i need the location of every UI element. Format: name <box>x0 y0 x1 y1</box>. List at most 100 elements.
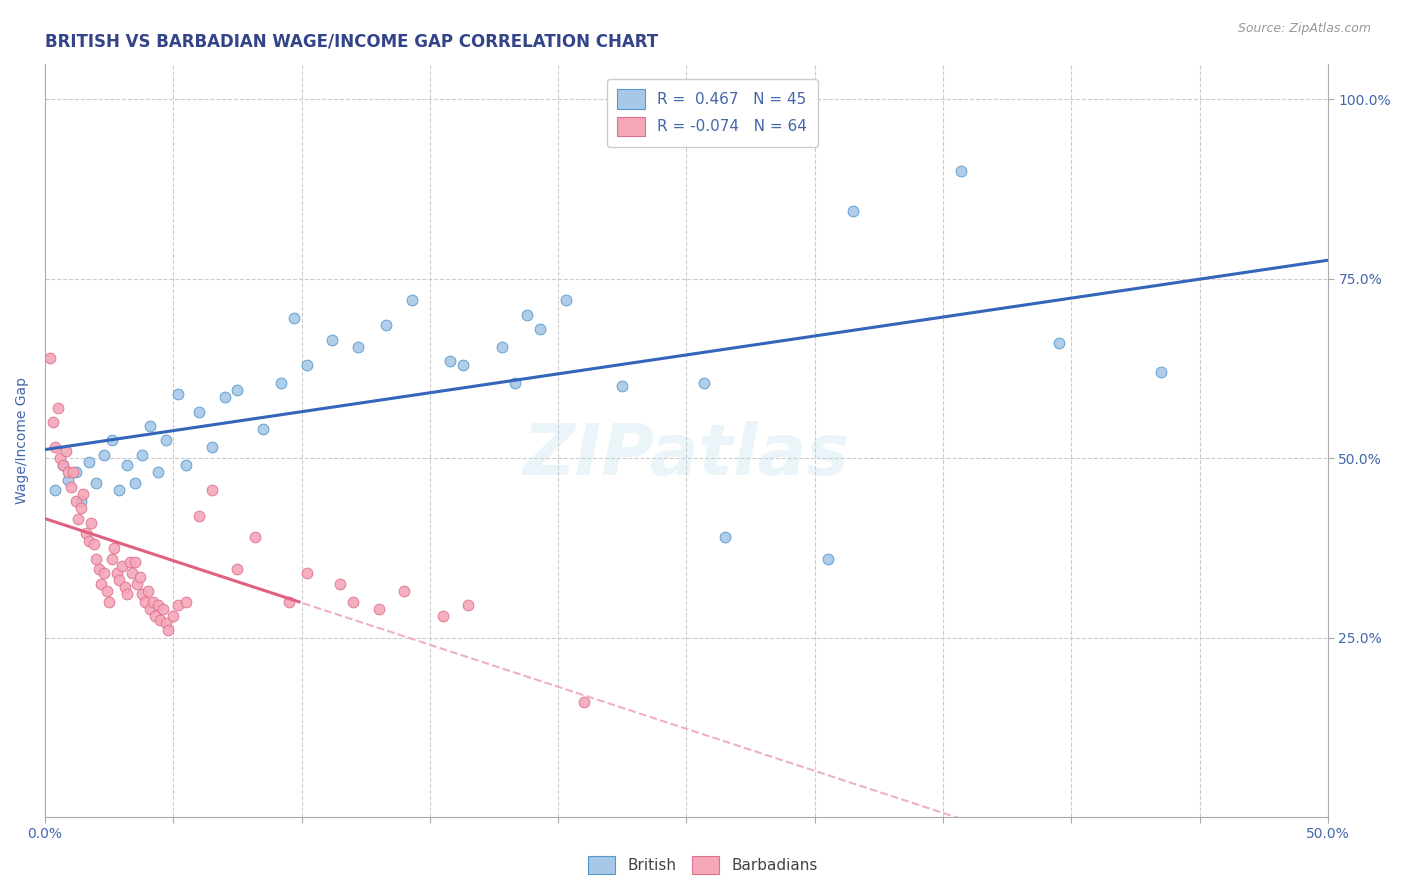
Point <box>432 609 454 624</box>
Point <box>103 541 125 555</box>
Point <box>56 473 79 487</box>
Point <box>226 562 249 576</box>
Point <box>62 466 84 480</box>
Point <box>93 448 115 462</box>
Point <box>65 494 87 508</box>
Point <box>149 613 172 627</box>
Point <box>55 444 77 458</box>
Point <box>295 566 318 580</box>
Point <box>124 476 146 491</box>
Point <box>329 576 352 591</box>
Point <box>347 340 370 354</box>
Point <box>950 164 973 178</box>
Point <box>80 516 103 530</box>
Legend: R =  0.467   N = 45, R = -0.074   N = 64: R = 0.467 N = 45, R = -0.074 N = 64 <box>606 78 818 147</box>
Point <box>277 594 299 608</box>
Point <box>283 311 305 326</box>
Y-axis label: Wage/Income Gap: Wage/Income Gap <box>15 376 30 504</box>
Point <box>451 358 474 372</box>
Point <box>121 566 143 580</box>
Point <box>49 451 72 466</box>
Point <box>59 480 82 494</box>
Point <box>503 376 526 390</box>
Point <box>162 609 184 624</box>
Point <box>167 386 190 401</box>
Point <box>67 512 90 526</box>
Point <box>226 383 249 397</box>
Point <box>115 458 138 473</box>
Point <box>1150 365 1173 379</box>
Point <box>84 476 107 491</box>
Point <box>401 293 423 308</box>
Point <box>842 203 865 218</box>
Point <box>457 599 479 613</box>
Point <box>439 354 461 368</box>
Point <box>693 376 716 390</box>
Point <box>65 466 87 480</box>
Point <box>39 351 62 365</box>
Point <box>129 569 152 583</box>
Point <box>375 318 398 333</box>
Point <box>612 379 634 393</box>
Point <box>41 415 63 429</box>
Point <box>105 566 128 580</box>
Point <box>93 566 115 580</box>
Point <box>44 483 66 498</box>
Text: Source: ZipAtlas.com: Source: ZipAtlas.com <box>1237 22 1371 36</box>
Point <box>245 530 267 544</box>
Point <box>136 583 159 598</box>
Point <box>52 458 75 473</box>
Point <box>252 422 274 436</box>
Point <box>134 594 156 608</box>
Point <box>146 466 169 480</box>
Point <box>83 537 105 551</box>
Point <box>96 583 118 598</box>
Point <box>187 404 209 418</box>
Point <box>143 609 166 624</box>
Point <box>90 576 112 591</box>
Point <box>139 602 162 616</box>
Point <box>491 340 513 354</box>
Point <box>131 448 153 462</box>
Point <box>554 293 576 308</box>
Point <box>342 594 364 608</box>
Legend: British, Barbadians: British, Barbadians <box>582 850 824 880</box>
Point <box>100 434 122 448</box>
Point <box>52 458 75 473</box>
Point <box>295 358 318 372</box>
Point <box>142 594 165 608</box>
Point <box>46 401 69 415</box>
Point <box>152 602 174 616</box>
Point <box>118 555 141 569</box>
Point <box>572 695 595 709</box>
Point <box>75 526 97 541</box>
Point <box>108 573 131 587</box>
Point <box>167 599 190 613</box>
Point <box>817 551 839 566</box>
Text: BRITISH VS BARBADIAN WAGE/INCOME GAP CORRELATION CHART: BRITISH VS BARBADIAN WAGE/INCOME GAP COR… <box>45 33 658 51</box>
Point <box>87 562 110 576</box>
Point <box>187 508 209 523</box>
Point <box>77 455 100 469</box>
Point <box>139 418 162 433</box>
Point <box>77 533 100 548</box>
Point <box>115 587 138 601</box>
Point <box>321 333 343 347</box>
Point <box>44 441 66 455</box>
Point <box>70 494 93 508</box>
Point <box>392 583 415 598</box>
Point <box>70 501 93 516</box>
Text: ZIPatlas: ZIPatlas <box>523 421 851 490</box>
Point <box>155 434 177 448</box>
Point <box>174 594 197 608</box>
Point <box>100 551 122 566</box>
Point <box>84 551 107 566</box>
Point <box>98 594 121 608</box>
Point <box>124 555 146 569</box>
Point <box>155 616 177 631</box>
Point <box>127 576 149 591</box>
Point <box>114 580 136 594</box>
Point <box>214 390 236 404</box>
Point <box>516 308 538 322</box>
Point <box>111 558 134 573</box>
